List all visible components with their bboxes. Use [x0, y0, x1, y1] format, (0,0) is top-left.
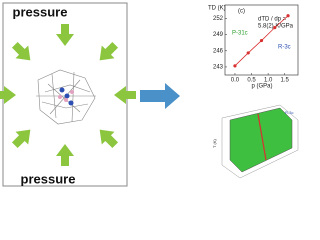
y-tick-label: 243	[213, 65, 224, 71]
x-tick-label: 0.0	[231, 78, 240, 84]
x-tick-label: 0.5	[247, 78, 256, 84]
svg-text:T (K): T (K)	[212, 139, 217, 148]
x-axis-label: p (GPa)	[251, 84, 272, 90]
data-point	[233, 64, 237, 68]
pressure-label: pressure	[13, 4, 68, 19]
3d-plot: R-3c T (K)	[212, 104, 299, 179]
annotation: R-3c	[278, 45, 291, 51]
svg-text:R-3c: R-3c	[285, 110, 293, 115]
y-tick-label: 252	[213, 16, 224, 22]
pressure-arrows	[0, 24, 136, 166]
annotation: (c)	[238, 9, 245, 15]
data-point	[273, 26, 277, 30]
pressure-label: pressure	[21, 171, 76, 186]
data-point	[286, 14, 290, 18]
annotation: dTD / dp =	[258, 17, 287, 23]
atoms	[58, 87, 74, 106]
y-axis-label: TD (K)	[208, 6, 226, 12]
x-tick-label: 1.5	[281, 78, 290, 84]
y-tick-label: 249	[213, 32, 224, 38]
x-tick-label: 1.0	[264, 78, 273, 84]
data-point	[259, 38, 264, 43]
crystal-structure	[36, 69, 96, 125]
annotation: P-31c	[232, 31, 248, 37]
graphical-abstract: pressure pressure TD (K) p (GPa) (c) dTD…	[0, 2, 299, 187]
arrow	[140, 83, 180, 109]
data-point	[246, 51, 250, 55]
y-tick-label: 246	[213, 48, 224, 54]
